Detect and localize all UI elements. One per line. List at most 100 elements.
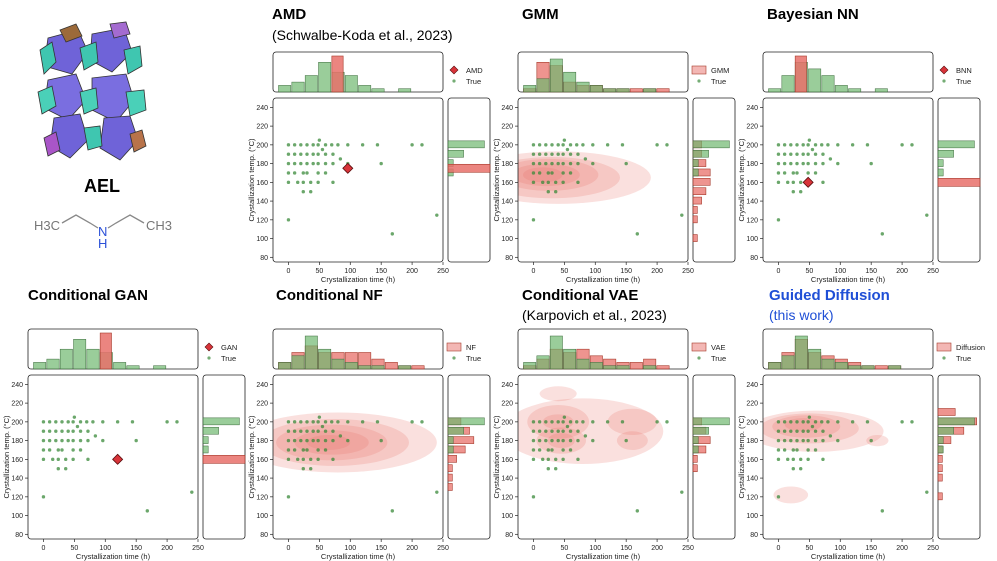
legend-true-label: True — [956, 354, 971, 363]
true-point — [78, 448, 83, 452]
histogram-bar-true — [781, 75, 795, 93]
right-histogram-nf — [447, 417, 485, 491]
x-tick-label: 100 — [589, 545, 601, 552]
kde-contour — [307, 434, 351, 450]
histogram-bar-true — [692, 436, 699, 444]
histogram-bar-true — [523, 85, 537, 93]
true-point — [323, 171, 328, 175]
true-point — [320, 424, 325, 429]
true-point — [311, 438, 315, 443]
true-point — [550, 171, 554, 175]
histogram-bar-true — [536, 78, 550, 93]
true-point — [531, 448, 536, 452]
true-point — [130, 420, 135, 424]
true-point — [795, 161, 799, 166]
true-point — [869, 438, 873, 443]
true-point — [680, 490, 684, 494]
histogram-bar-generated — [937, 408, 956, 416]
y-tick-label: 80 — [260, 532, 268, 539]
histogram-bar-true — [59, 348, 73, 370]
histogram-bar-true — [304, 335, 318, 370]
true-point — [311, 429, 315, 433]
true-point — [776, 171, 781, 175]
true-point — [801, 420, 805, 424]
amine-methyl-left: H3C — [34, 218, 61, 233]
true-point — [801, 161, 805, 166]
true-point — [305, 161, 309, 166]
true-point — [544, 143, 548, 147]
true-point — [776, 180, 781, 185]
true-point — [776, 218, 781, 222]
legend-vae: VAE True — [691, 342, 726, 363]
true-point — [296, 180, 300, 185]
y-tick-label: 140 — [11, 476, 23, 483]
true-point — [320, 147, 325, 152]
true-point — [556, 152, 560, 156]
kde-contour — [616, 431, 648, 450]
y-tick-label: 240 — [256, 382, 268, 389]
y-axis-label: Crystallization temp. (°C) — [247, 138, 256, 222]
x-tick-label: 150 — [865, 268, 877, 275]
x-tick-label: 0 — [777, 545, 781, 552]
true-point — [56, 467, 60, 471]
true-point — [537, 161, 542, 166]
histogram-bar-true — [202, 445, 209, 454]
y-axis-label: Crystallization temp. (°C) — [2, 415, 11, 499]
right-histogram-bnn — [937, 140, 981, 187]
true-point — [531, 152, 536, 156]
true-point — [576, 161, 580, 166]
true-point — [550, 448, 554, 452]
true-points-gmm — [531, 138, 684, 236]
histogram-bar-true — [358, 365, 372, 370]
true-point — [605, 143, 610, 147]
true-point — [789, 161, 793, 166]
true-point — [556, 429, 560, 433]
true-point — [550, 161, 554, 166]
y-tick-label: 120 — [746, 217, 758, 224]
true-point — [795, 429, 799, 433]
true-point — [71, 429, 75, 433]
x-tick-label: 100 — [344, 268, 356, 275]
true-point — [301, 448, 305, 452]
kde-contour — [547, 433, 575, 449]
histogram-bar-generated — [99, 332, 112, 370]
ael-framework-cages — [37, 21, 147, 161]
y-tick-label: 100 — [11, 513, 23, 520]
true-point — [311, 152, 315, 156]
histogram-bar-true — [937, 149, 954, 158]
histogram-bar-true — [937, 426, 954, 435]
y-axis-label: Crystallization temp. (°C) — [492, 415, 501, 499]
true-point — [316, 438, 320, 443]
legend-amd: AMD True — [449, 65, 483, 86]
histogram-bar-generated — [692, 455, 698, 463]
y-tick-label: 240 — [501, 105, 513, 112]
true-point — [568, 152, 573, 156]
true-point — [910, 143, 914, 147]
x-tick-label: 150 — [865, 545, 877, 552]
plot-frame — [272, 374, 444, 540]
true-point — [299, 429, 303, 433]
true-point — [305, 429, 309, 433]
true-point — [41, 495, 46, 499]
true-point — [78, 420, 83, 424]
true-point — [316, 457, 320, 462]
true-point — [544, 420, 548, 424]
true-point — [60, 438, 64, 443]
true-point — [836, 438, 840, 443]
histogram-bar-true — [331, 358, 345, 370]
y-tick-label: 200 — [256, 419, 268, 426]
true-point — [826, 420, 830, 424]
plot-frame — [272, 97, 444, 263]
kde-contour — [784, 418, 822, 432]
histogram-bar-true — [834, 85, 848, 93]
true-point — [286, 438, 291, 443]
true-point — [286, 171, 291, 175]
top-histogram-frame — [517, 328, 689, 370]
kde-contour — [763, 413, 859, 444]
true-point — [791, 180, 795, 185]
chart-panel-gan: 0 50 100 150 200 250 80 100 120 140 160 180 200 220 24… — [2, 328, 246, 561]
y-tick-label: 220 — [256, 401, 268, 408]
true-point — [531, 161, 536, 166]
true-point — [562, 138, 567, 142]
true-point — [531, 429, 536, 433]
